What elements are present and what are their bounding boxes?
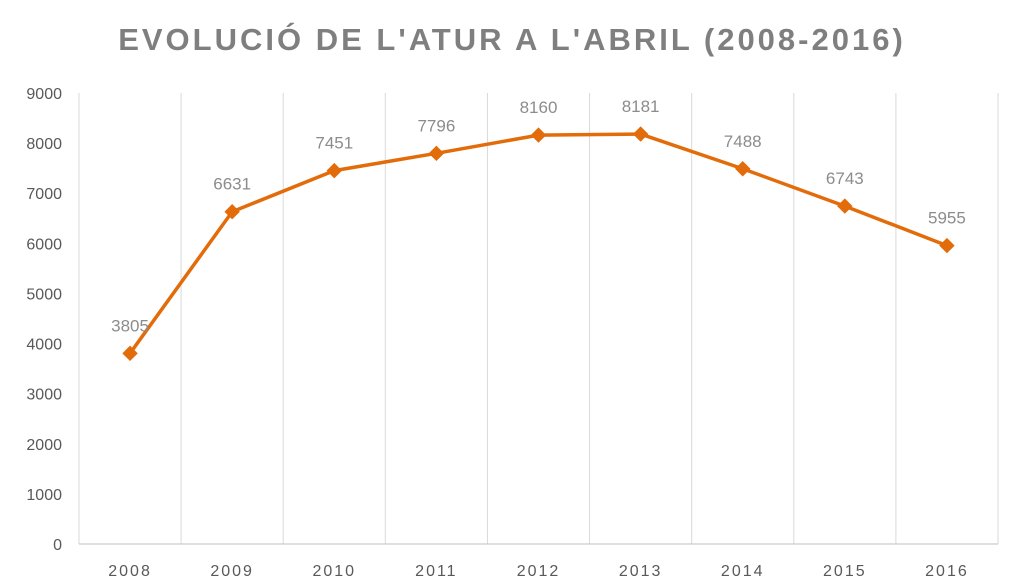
y-tick-label: 1000 [26, 487, 62, 504]
data-point-marker [632, 126, 649, 142]
data-point-marker [735, 161, 751, 177]
x-tick-label: 2014 [721, 563, 765, 580]
data-label: 5955 [928, 209, 966, 228]
y-tick-label: 8000 [26, 136, 62, 153]
data-label: 7796 [417, 116, 455, 135]
series-layer [122, 126, 955, 362]
y-tick-label: 9000 [26, 86, 62, 103]
y-tick-label: 2000 [26, 437, 62, 454]
x-tick-label: 2010 [312, 563, 356, 580]
y-tick-label: 5000 [26, 286, 62, 303]
y-tick-label: 7000 [26, 186, 62, 203]
series-line [128, 132, 949, 356]
data-point-marker [326, 162, 342, 179]
x-tick-label: 2015 [823, 563, 867, 580]
y-tick-label: 4000 [26, 337, 62, 354]
data-point-marker [122, 345, 138, 362]
axes: 0 1000 2000 3000 4000 5000 6000 7000 8000 9000 200… [26, 86, 998, 580]
y-tick-label: 6000 [26, 236, 62, 253]
data-point-marker [224, 204, 240, 220]
data-label: 6631 [213, 175, 251, 194]
data-point-marker [428, 145, 445, 162]
data-point-marker [530, 127, 547, 143]
data-point-marker [939, 237, 955, 254]
x-tick-label: 2011 [415, 563, 457, 580]
data-label: 7488 [724, 132, 762, 151]
data-labels: 3805 6631 7451 7796 8160 8181 7488 6743 5955 [111, 97, 966, 335]
x-tick-label: 2009 [210, 563, 254, 580]
x-tick-label: 2013 [619, 563, 663, 580]
grid-lines [78, 93, 999, 544]
data-point-marker [837, 198, 853, 214]
data-label: 8160 [520, 98, 558, 117]
data-label: 6743 [826, 169, 864, 188]
chart-title: EVOLUCIÓ DE L'ATUR A L'ABRIL (2008-2016) [118, 22, 906, 57]
data-label: 7451 [315, 134, 353, 153]
y-tick-label: 3000 [26, 387, 62, 404]
y-tick-label: 0 [53, 537, 62, 554]
x-tick-label: 2012 [517, 563, 561, 580]
x-tick-label: 2008 [108, 563, 152, 580]
data-label: 8181 [622, 97, 660, 116]
data-label: 3805 [111, 316, 149, 335]
x-tick-label: 2016 [925, 563, 969, 580]
